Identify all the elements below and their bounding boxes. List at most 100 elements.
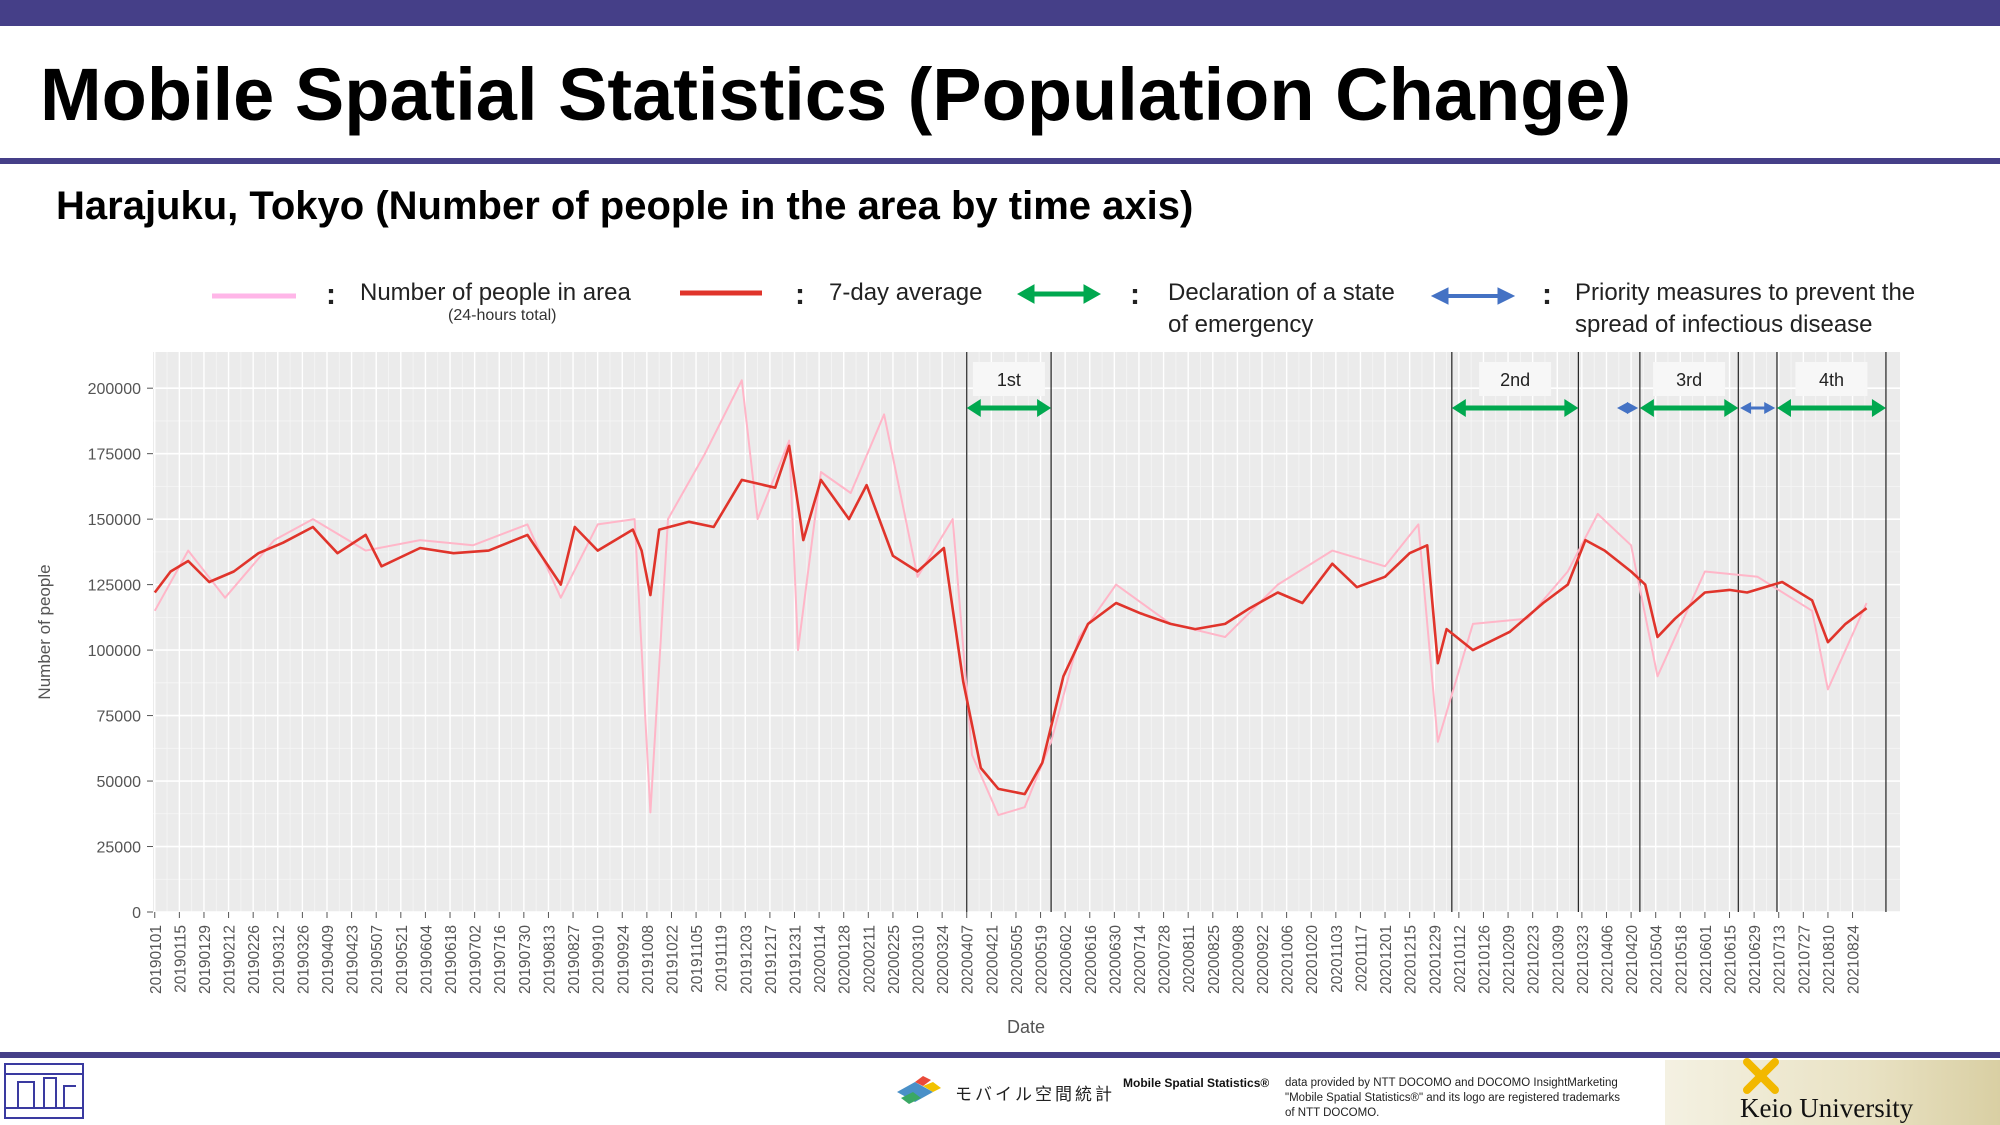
y-tick-label: 125000 xyxy=(88,578,141,595)
top-banner xyxy=(0,0,2000,26)
x-tick-label: 20210420 xyxy=(1624,925,1641,994)
x-tick-label: 20191231 xyxy=(788,925,805,994)
x-tick-label: 20200630 xyxy=(1107,925,1124,994)
x-tick-label: 20200728 xyxy=(1157,925,1174,994)
x-tick-label: 20191022 xyxy=(664,925,681,994)
x-tick-label: 20210126 xyxy=(1476,925,1493,994)
legend-emergency-label-line1: Declaration of a state xyxy=(1168,279,1395,306)
period-arrow-head-right xyxy=(1564,399,1579,417)
period-arrow-head-right xyxy=(1724,399,1739,417)
period-label: 3rd xyxy=(1676,370,1702,390)
y-tick-label: 75000 xyxy=(97,709,142,726)
x-tick-label: 20190129 xyxy=(197,925,214,994)
x-tick-label: 20201117 xyxy=(1353,925,1370,992)
x-tick-label: 20190521 xyxy=(394,925,411,994)
legend-average-label: 7-day average xyxy=(829,279,983,306)
x-tick-label: 20191105 xyxy=(689,925,706,993)
x-tick-label: 20190101 xyxy=(148,925,165,994)
period-label-box xyxy=(972,362,1045,396)
x-tick-label: 20201103 xyxy=(1329,925,1346,993)
period-label-box xyxy=(1653,362,1726,396)
x-tick-label: 20191217 xyxy=(763,925,780,994)
x-tick-label: 20190507 xyxy=(369,925,386,994)
x-tick-label: 20210601 xyxy=(1698,925,1715,994)
x-tick-label: 20190702 xyxy=(468,925,485,994)
x-tick-label: 20191203 xyxy=(738,925,755,994)
pen-emblem-icon xyxy=(1743,1058,1779,1094)
x-tick-label: 20200908 xyxy=(1230,925,1247,994)
y-tick-label: 200000 xyxy=(88,381,141,398)
period-arrow-head-left xyxy=(1639,399,1654,417)
x-tick-label: 20201020 xyxy=(1304,925,1321,994)
x-tick-label: 20190827 xyxy=(566,925,583,994)
x-tick-label: 20210810 xyxy=(1821,925,1838,994)
credit-line-3: of NTT DOCOMO. xyxy=(1285,1107,1380,1119)
x-tick-label: 20210209 xyxy=(1501,925,1518,994)
x-tick-label: 20190910 xyxy=(591,925,608,994)
x-tick-label: 20190212 xyxy=(222,925,239,994)
university-name: Keio University xyxy=(1740,1093,1914,1123)
legend-priority-label-line2: spread of infectious disease xyxy=(1575,311,1873,338)
x-tick-label: 20200714 xyxy=(1132,925,1149,994)
legend-emergency-label-line2: of emergency xyxy=(1168,311,1314,338)
legend-priority-label-line1: Priority measures to prevent the xyxy=(1575,279,1916,306)
x-tick-label: 20190423 xyxy=(345,925,362,994)
x-tick-label: 20210323 xyxy=(1575,925,1592,994)
period-arrow-head-left xyxy=(1740,402,1752,414)
x-tick-label: 20201006 xyxy=(1280,925,1297,994)
x-tick-label: 20201215 xyxy=(1403,925,1420,994)
x-tick-label: 20190312 xyxy=(271,925,288,994)
x-tick-label: 20190924 xyxy=(615,925,632,994)
plot-panel xyxy=(153,352,1900,912)
legend-colon: : xyxy=(326,278,336,311)
x-tick-label: 20210223 xyxy=(1526,925,1543,994)
x-tick-label: 20200825 xyxy=(1206,925,1223,994)
x-tick-label: 20210713 xyxy=(1772,925,1789,994)
mobile-spatial-statistics-name: モバイル空間統計 xyxy=(955,1085,1115,1104)
x-tick-label: 20191008 xyxy=(640,925,657,994)
x-tick-label: 20190604 xyxy=(418,925,435,994)
population-chart: 1st 2nd 3rd 4th 0 25000 50000 75000 100000 12500… xyxy=(35,352,1900,1037)
x-tick-label: 20210615 xyxy=(1723,925,1740,994)
title-divider xyxy=(0,158,2000,164)
x-tick-label: 20200616 xyxy=(1083,925,1100,994)
period-arrow-head-left xyxy=(1617,402,1629,414)
credit-line-1: data provided by NTT DOCOMO and DOCOMO I… xyxy=(1285,1077,1618,1089)
legend-daily-note: (24-hours total) xyxy=(448,307,557,324)
y-tick-label: 175000 xyxy=(88,447,141,464)
period-arrow-head-left xyxy=(966,399,981,417)
legend-colon: : xyxy=(1130,278,1140,311)
x-tick-label: 20200811 xyxy=(1181,925,1198,993)
y-tick-label: 50000 xyxy=(97,774,142,791)
x-tick-label: 20200310 xyxy=(911,925,928,994)
x-tick-label: 20190716 xyxy=(492,925,509,994)
x-tick-label: 20200128 xyxy=(837,925,854,994)
institute-logo xyxy=(4,1063,84,1119)
footer-divider xyxy=(0,1052,2000,1058)
average-series-line xyxy=(153,444,1868,796)
y-axis-title: Number of people xyxy=(35,564,54,699)
x-tick-label: 20210727 xyxy=(1796,925,1813,994)
period-arrow-head-right xyxy=(1871,399,1886,417)
page-subtitle: Harajuku, Tokyo (Number of people in the… xyxy=(56,184,1194,228)
x-tick-label: 20191119 xyxy=(714,925,731,992)
period-arrow-head-right xyxy=(1037,399,1052,417)
period-arrow-head-left xyxy=(1451,399,1466,417)
x-tick-label: 20190226 xyxy=(246,925,263,994)
x-tick-label: 20210112 xyxy=(1452,925,1469,993)
x-tick-label: 20200114 xyxy=(812,925,829,993)
x-tick-label: 20190618 xyxy=(443,925,460,994)
x-tick-label: 20190409 xyxy=(320,925,337,994)
period-label-box xyxy=(1795,362,1868,396)
x-tick-label: 20201229 xyxy=(1427,925,1444,994)
page-title: Mobile Spatial Statistics (Population Ch… xyxy=(40,53,1632,136)
x-tick-label: 20190730 xyxy=(517,925,534,994)
y-tick-label: 150000 xyxy=(88,512,141,529)
x-tick-label: 20210504 xyxy=(1649,925,1666,994)
y-tick-label: 100000 xyxy=(88,643,141,660)
legend-colon: : xyxy=(795,278,805,311)
period-label: 2nd xyxy=(1500,370,1530,390)
mobile-spatial-statistics-logo xyxy=(897,1076,941,1104)
legend-priority-arrow xyxy=(1430,287,1516,305)
x-tick-label: 20200505 xyxy=(1009,925,1026,994)
